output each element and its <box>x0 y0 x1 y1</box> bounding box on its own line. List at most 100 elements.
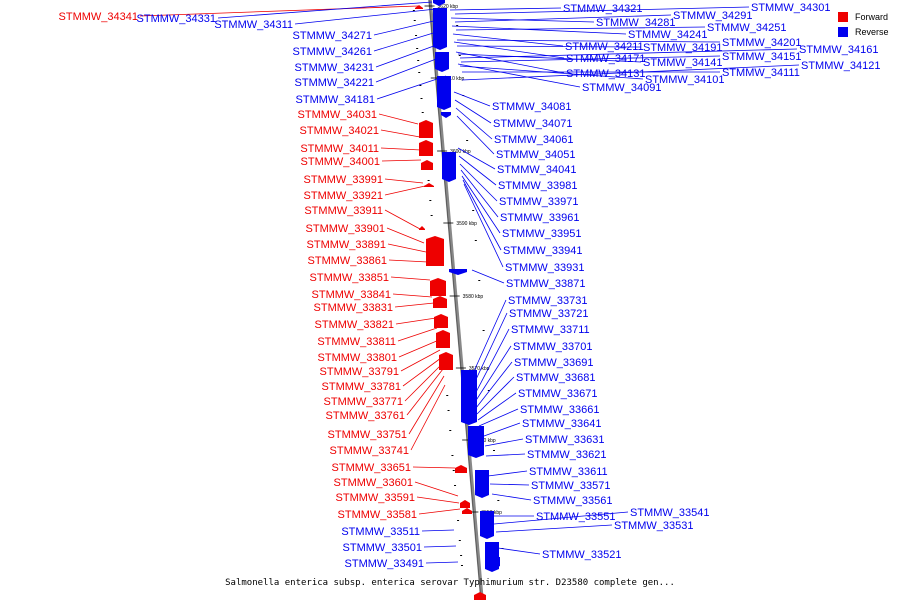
gene-label-stmmw-34271: STMMW_34271 <box>293 30 372 42</box>
leader-line <box>410 384 446 451</box>
gene-label-stmmw-33591: STMMW_33591 <box>336 492 415 504</box>
gene-label-stmmw-33621: STMMW_33621 <box>527 449 606 461</box>
leader-line <box>459 163 498 202</box>
leader-line <box>373 19 439 36</box>
gene-label-stmmw-33661: STMMW_33661 <box>520 404 599 416</box>
leader-line <box>384 185 426 196</box>
gene-label-stmmw-34111: STMMW_34111 <box>722 67 800 79</box>
leader-line <box>406 368 444 416</box>
legend-item-forward: Forward <box>838 9 889 24</box>
gene-label-stmmw-33941: STMMW_33941 <box>503 245 582 257</box>
gene-label-stmmw-34331: STMMW_34331 <box>137 13 216 25</box>
leader-line <box>418 508 461 515</box>
reverse-gene-block <box>468 426 484 458</box>
leader-line <box>375 42 443 68</box>
gene-label-stmmw-33891: STMMW_33891 <box>307 239 386 251</box>
leader-line <box>395 317 437 325</box>
reverse-gene-block <box>461 370 477 425</box>
gene-label-stmmw-33831: STMMW_33831 <box>314 302 393 314</box>
gene-label-stmmw-33671: STMMW_33671 <box>518 388 597 400</box>
gene-label-stmmw-33751: STMMW_33751 <box>328 429 407 441</box>
gene-label-stmmw-33851: STMMW_33851 <box>310 272 389 284</box>
legend: Forward Reverse <box>838 9 889 39</box>
gene-label-stmmw-34021: STMMW_34021 <box>300 125 379 137</box>
reverse-gene-block <box>490 557 500 569</box>
gene-label-stmmw-33491: STMMW_33491 <box>345 558 424 570</box>
gene-label-stmmw-33641: STMMW_33641 <box>522 418 601 430</box>
gene-dash <box>493 450 495 451</box>
leader-line <box>388 259 429 263</box>
gene-label-stmmw-33551: STMMW_33551 <box>536 511 615 523</box>
leader-line <box>471 312 508 389</box>
tick-label: 3600 kbp <box>450 149 471 155</box>
leader-line <box>394 302 435 308</box>
gene-dash <box>478 280 481 281</box>
gene-label-stmmw-33861: STMMW_33861 <box>308 255 387 267</box>
forward-gene-block <box>421 160 433 170</box>
gene-label-stmmw-33801: STMMW_33801 <box>318 352 397 364</box>
leader-line <box>476 376 515 415</box>
gene-dash <box>472 210 475 211</box>
leader-line <box>493 511 629 525</box>
reverse-gene-block <box>441 112 451 118</box>
leader-line <box>471 269 505 284</box>
gene-label-stmmw-34201: STMMW_34201 <box>722 37 801 49</box>
gene-label-stmmw-33531: STMMW_33531 <box>614 520 693 532</box>
gene-dash <box>474 240 477 241</box>
leader-line <box>414 481 459 497</box>
leader-line <box>380 147 422 151</box>
leader-line <box>456 45 642 48</box>
leader-line <box>398 339 440 358</box>
gene-label-stmmw-33841: STMMW_33841 <box>312 289 391 301</box>
gene-label-stmmw-33571: STMMW_33571 <box>531 480 610 492</box>
gene-dash <box>456 25 459 26</box>
leader-line <box>478 408 519 427</box>
gene-dash <box>457 520 460 521</box>
gene-label-stmmw-33691: STMMW_33691 <box>514 357 593 369</box>
gene-dash <box>427 180 430 181</box>
gene-dash <box>451 455 454 456</box>
legend-label-forward: Forward <box>855 11 889 22</box>
leader-line <box>386 227 425 244</box>
leader-line <box>384 178 424 184</box>
forward-gene-block <box>434 314 448 328</box>
leader-line <box>497 547 541 555</box>
gene-label-stmmw-33921: STMMW_33921 <box>304 190 383 202</box>
leader-line <box>460 55 721 63</box>
gene-label-stmmw-33651: STMMW_33651 <box>332 462 411 474</box>
leader-line <box>294 8 437 25</box>
leader-line <box>423 545 457 548</box>
gene-dash <box>449 430 452 431</box>
forward-gene-block <box>433 296 447 308</box>
leader-line <box>485 453 526 457</box>
leader-line <box>489 483 530 486</box>
label-leader-lines <box>139 1 800 564</box>
gene-label-stmmw-33681: STMMW_33681 <box>516 372 595 384</box>
gene-label-stmmw-34031: STMMW_34031 <box>298 109 377 121</box>
leader-line <box>463 183 504 268</box>
gene-label-stmmw-34001: STMMW_34001 <box>301 156 380 168</box>
gene-label-stmmw-33901: STMMW_33901 <box>306 223 385 235</box>
gene-label-stmmw-34121: STMMW_34121 <box>801 60 880 72</box>
gene-dash <box>420 98 423 99</box>
gene-label-stmmw-34231: STMMW_34231 <box>295 62 374 74</box>
forward-gene-block <box>460 500 470 508</box>
gene-label-stmmw-34281: STMMW_34281 <box>596 17 675 29</box>
gene-label-stmmw-34091: STMMW_34091 <box>582 82 661 94</box>
leader-line <box>425 561 459 564</box>
gene-dash <box>452 470 455 471</box>
leader-line <box>397 327 438 342</box>
gene-label-stmmw-34341: STMMW_34341 <box>59 11 138 23</box>
gene-label-stmmw-33611: STMMW_33611 <box>529 466 608 478</box>
leader-line <box>404 363 443 402</box>
gene-dash <box>415 35 418 36</box>
gene-label-stmmw-34261: STMMW_34261 <box>293 46 372 58</box>
gene-label-stmmw-34081: STMMW_34081 <box>492 101 571 113</box>
gene-dash <box>458 540 461 541</box>
forward-gene-block <box>439 352 453 370</box>
gene-label-stmmw-34321: STMMW_34321 <box>563 3 642 15</box>
leader-line <box>392 293 433 298</box>
leader-line <box>474 345 512 403</box>
gene-label-stmmw-33911: STMMW_33911 <box>304 205 383 217</box>
gene-label-stmmw-33521: STMMW_33521 <box>542 549 621 561</box>
